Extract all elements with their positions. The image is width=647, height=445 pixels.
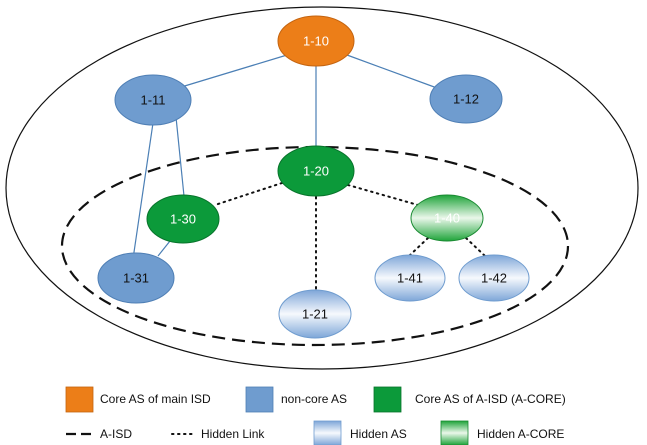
hidden-link-1-20-1-40 — [347, 184, 419, 206]
legend-item-hidden-as: Hidden AS — [313, 420, 407, 445]
legend-item-hidden-acore: Hidden A-CORE — [440, 420, 564, 445]
svg-text:Hidden AS: Hidden AS — [350, 427, 407, 441]
legend-item-non-core: non-core AS — [245, 386, 347, 413]
svg-text:1-30: 1-30 — [170, 212, 196, 227]
link-1-10-1-12 — [346, 54, 438, 89]
as-node-1-10[interactable]: 1-10 — [277, 15, 355, 67]
svg-text:1-31: 1-31 — [123, 271, 149, 286]
svg-text:Core AS of main ISD: Core AS of main ISD — [100, 392, 211, 406]
as-node-1-21[interactable]: 1-21 — [278, 289, 352, 339]
as-node-1-12[interactable]: 1-12 — [429, 74, 503, 124]
svg-text:1-40: 1-40 — [434, 211, 460, 226]
as-node-1-40[interactable]: 1-40 — [410, 194, 484, 242]
svg-text:1-41: 1-41 — [397, 271, 423, 286]
svg-text:1-10: 1-10 — [303, 34, 329, 49]
svg-text:1-12: 1-12 — [453, 92, 479, 107]
svg-text:non-core AS: non-core AS — [281, 392, 347, 406]
svg-text:1-21: 1-21 — [302, 307, 328, 322]
as-node-1-41[interactable]: 1-41 — [374, 254, 446, 302]
link-1-11-1-30 — [175, 116, 185, 197]
link-1-11-1-31 — [132, 122, 154, 260]
svg-text:1-42: 1-42 — [481, 271, 507, 286]
as-node-1-30[interactable]: 1-30 — [146, 194, 220, 244]
svg-text:A-ISD: A-ISD — [100, 427, 132, 441]
hidden-link-1-20-1-30 — [214, 182, 283, 206]
main-isd-boundary — [5, 6, 639, 370]
link-1-30-1-31 — [157, 240, 171, 257]
legend: Core AS of main ISD non-core AS Core AS … — [65, 386, 566, 445]
hidden-link-1-40-1-41 — [408, 237, 429, 257]
svg-text:1-20: 1-20 — [303, 164, 329, 179]
as-node-1-11[interactable]: 1-11 — [114, 74, 192, 126]
as-node-1-31[interactable]: 1-31 — [97, 252, 175, 304]
svg-text:Core AS of A-ISD (A-CORE): Core AS of A-ISD (A-CORE) — [415, 392, 566, 406]
svg-text:Hidden A-CORE: Hidden A-CORE — [477, 427, 564, 441]
legend-item-core-main: Core AS of main ISD — [65, 386, 211, 413]
as-node-1-20[interactable]: 1-20 — [277, 145, 355, 197]
svg-text:Hidden Link: Hidden Link — [201, 427, 265, 441]
legend-item-hidden-link: Hidden Link — [171, 427, 265, 441]
hidden-link-1-40-1-42 — [465, 237, 486, 257]
links — [132, 54, 438, 260]
link-1-10-1-11 — [177, 54, 288, 89]
legend-item-a-core: Core AS of A-ISD (A-CORE) — [373, 386, 566, 413]
legend-item-a-isd: A-ISD — [66, 427, 132, 441]
hidden-links — [214, 182, 486, 292]
svg-text:1-11: 1-11 — [140, 93, 165, 108]
as-node-1-42[interactable]: 1-42 — [458, 254, 530, 302]
